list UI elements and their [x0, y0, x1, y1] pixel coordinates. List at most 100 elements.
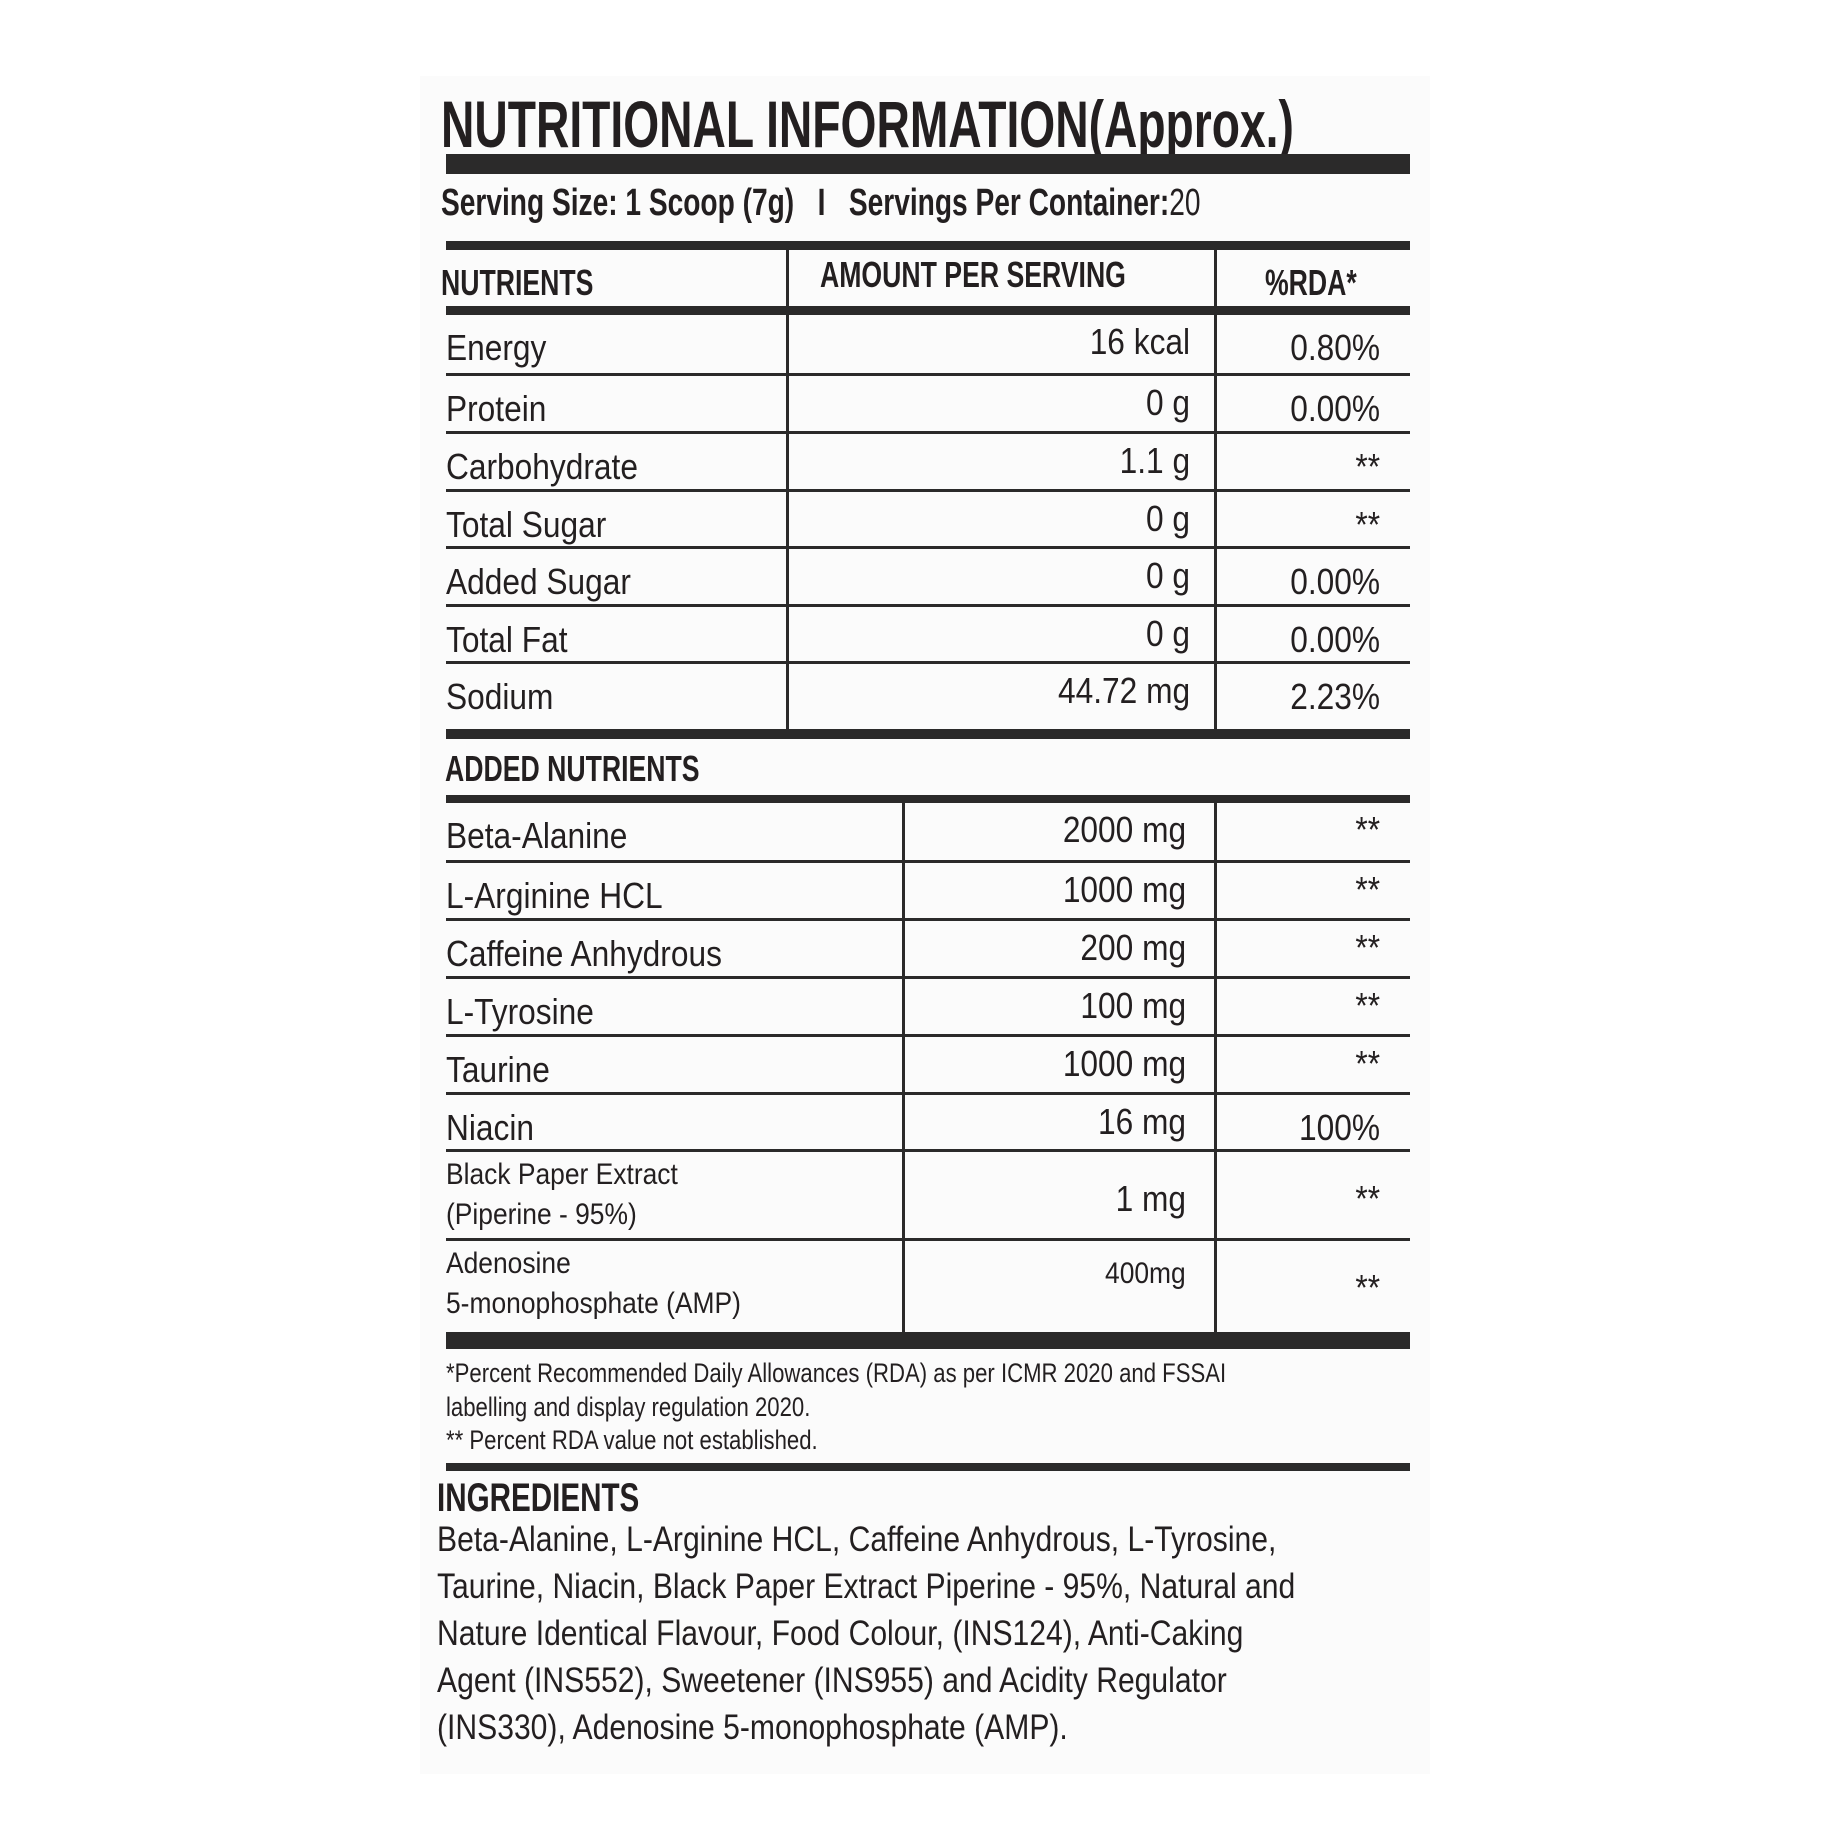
nutrient-amount: 1.1 g [800, 440, 1190, 482]
nutrient-name-text: Black Paper Extract [446, 1158, 678, 1191]
nutrient-name: Beta-Alanine [446, 815, 652, 857]
footnote-text: ** Percent RDA value not established. [446, 1425, 818, 1455]
nutrient-amount: 200 mg [910, 927, 1186, 969]
nutrient-rda: 0.80% [1230, 327, 1380, 369]
nutrient-name-text: L-Tyrosine [446, 991, 594, 1032]
nutrient-amount: 1000 mg [910, 869, 1186, 911]
nutrient-amount: 1 mg [910, 1178, 1186, 1220]
ingredients-line: Agent (INS552), Sweetener (INS955) and A… [437, 1657, 1417, 1704]
nutrient-amount-text: 1000 mg [1062, 1043, 1186, 1084]
nutrient-rda: 2.23% [1230, 676, 1380, 718]
divider [446, 306, 1410, 315]
nutrient-amount-text: 0 g [1145, 498, 1190, 539]
nutrient-name-line2: 5-monophosphate (AMP) [446, 1285, 781, 1323]
nutrient-rda: ** [1230, 809, 1380, 851]
separator: I [817, 182, 826, 224]
nutrient-name-line2-text: 5-monophosphate (AMP) [446, 1287, 741, 1320]
nutrient-name: Caffeine Anhydrous [446, 933, 760, 975]
nutrient-rda-text: ** [1355, 985, 1380, 1026]
nutrient-rda-text: 0.00% [1290, 619, 1380, 660]
row-divider [446, 604, 1410, 607]
serving-text: Serving Size: 1 Scoop (7g) I Servings Pe… [441, 182, 1200, 225]
nutrient-rda: ** [1230, 869, 1380, 911]
nutrient-rda-text: 2.23% [1290, 676, 1380, 717]
line-text: Taurine, Niacin, Black Paper Extract Pip… [437, 1567, 1296, 1606]
nutrient-rda: 0.00% [1230, 619, 1380, 661]
nutrient-amount-text: 100 mg [1080, 985, 1186, 1026]
ingredients-line: (INS330), Adenosine 5-monophosphate (AMP… [437, 1704, 1417, 1751]
heading-text: ADDED NUTRIENTS [445, 748, 700, 789]
ingredients-line: Nature Identical Flavour, Food Colour, (… [437, 1610, 1417, 1657]
nutrient-rda-text: ** [1355, 446, 1380, 487]
nutrient-name-text: Carbohydrate [446, 446, 638, 487]
line-text: Beta-Alanine, L-Arginine HCL, Caffeine A… [437, 1520, 1277, 1559]
heading-text: INGREDIENTS [437, 1476, 640, 1520]
row-divider [446, 1149, 1410, 1152]
header-text: NUTRIENTS [441, 262, 594, 303]
row-divider [446, 431, 1410, 434]
row-divider [446, 1092, 1410, 1095]
column-divider [902, 803, 905, 1332]
page-title: NUTRITIONAL INFORMATION(Approx.) [441, 86, 1659, 162]
nutrient-rda: 0.00% [1230, 388, 1380, 430]
nutrient-amount-text: 0 g [1145, 382, 1190, 423]
nutrient-amount: 400mg [910, 1255, 1186, 1293]
row-divider [446, 661, 1410, 664]
nutrient-rda-text: 0.00% [1290, 388, 1380, 429]
divider [446, 729, 1410, 739]
nutrient-amount-text: 1.1 g [1119, 440, 1190, 481]
nutrient-amount-text: 1000 mg [1062, 869, 1186, 910]
nutrient-amount-text: 0 g [1145, 613, 1190, 654]
nutrient-name: L-Tyrosine [446, 991, 614, 1033]
nutrient-amount: 16 mg [910, 1101, 1186, 1143]
header-amount: AMOUNT PER SERVING [820, 254, 1233, 296]
nutrient-amount: 0 g [800, 382, 1190, 424]
nutrient-rda: ** [1230, 446, 1380, 488]
nutrient-name: Carbohydrate [446, 446, 664, 488]
nutrient-amount-text: 44.72 mg [1057, 670, 1190, 711]
nutrient-rda-text: 0.00% [1290, 561, 1380, 602]
nutrient-rda-text: ** [1355, 504, 1380, 545]
nutrient-name: Adenosine [446, 1245, 588, 1283]
nutrient-name-text: Taurine [446, 1049, 550, 1090]
row-divider [446, 860, 1410, 863]
header-nutrients: NUTRIENTS [441, 262, 647, 304]
nutrient-name-line2: (Piperine - 95%) [446, 1196, 663, 1234]
nutrient-amount: 0 g [800, 498, 1190, 540]
nutrient-name: Black Paper Extract [446, 1156, 709, 1194]
header-text: %RDA* [1265, 262, 1357, 303]
nutrient-rda-text: ** [1355, 869, 1380, 910]
ingredients-heading: INGREDIENTS [437, 1476, 710, 1521]
row-divider [446, 373, 1410, 376]
nutrient-name-text: Sodium [446, 676, 554, 717]
ingredients-line: Beta-Alanine, L-Arginine HCL, Caffeine A… [437, 1516, 1417, 1563]
nutrient-rda: ** [1230, 504, 1380, 546]
nutrient-rda: ** [1230, 1267, 1380, 1309]
nutrient-amount: 1000 mg [910, 1043, 1186, 1085]
nutrient-name: Niacin [446, 1107, 546, 1149]
nutrient-name-text: Energy [446, 327, 547, 368]
nutrient-rda-text: ** [1355, 1043, 1380, 1084]
nutrient-name-line2-text: (Piperine - 95%) [446, 1198, 637, 1231]
header-text: AMOUNT PER SERVING [820, 254, 1126, 295]
nutrient-name: Protein [446, 388, 560, 430]
nutrient-amount-text: 200 mg [1080, 927, 1186, 968]
serving-info: Serving Size: 1 Scoop (7g) I Servings Pe… [441, 182, 1411, 225]
nutrient-name: L-Arginine HCL [446, 875, 692, 917]
nutrient-amount-text: 400mg [1105, 1257, 1186, 1290]
nutrient-name: Sodium [446, 676, 568, 718]
nutrient-rda: ** [1230, 985, 1380, 1027]
footnote-text: *Percent Recommended Daily Allowances (R… [446, 1358, 1227, 1388]
nutrient-name: Taurine [446, 1049, 564, 1091]
line-text: Nature Identical Flavour, Food Colour, (… [437, 1614, 1244, 1653]
nutrient-rda-text: 100% [1298, 1107, 1380, 1148]
nutrient-rda-text: ** [1355, 1267, 1380, 1308]
row-divider [446, 546, 1410, 549]
nutrient-amount-text: 1 mg [1115, 1178, 1186, 1219]
nutrient-amount-text: 0 g [1145, 555, 1190, 596]
row-divider [446, 1238, 1410, 1241]
nutrient-name-text: L-Arginine HCL [446, 875, 663, 916]
ingredients-list: Beta-Alanine, L-Arginine HCL, Caffeine A… [437, 1516, 1417, 1751]
nutrient-rda-text: 0.80% [1290, 327, 1380, 368]
nutrient-amount: 2000 mg [910, 809, 1186, 851]
